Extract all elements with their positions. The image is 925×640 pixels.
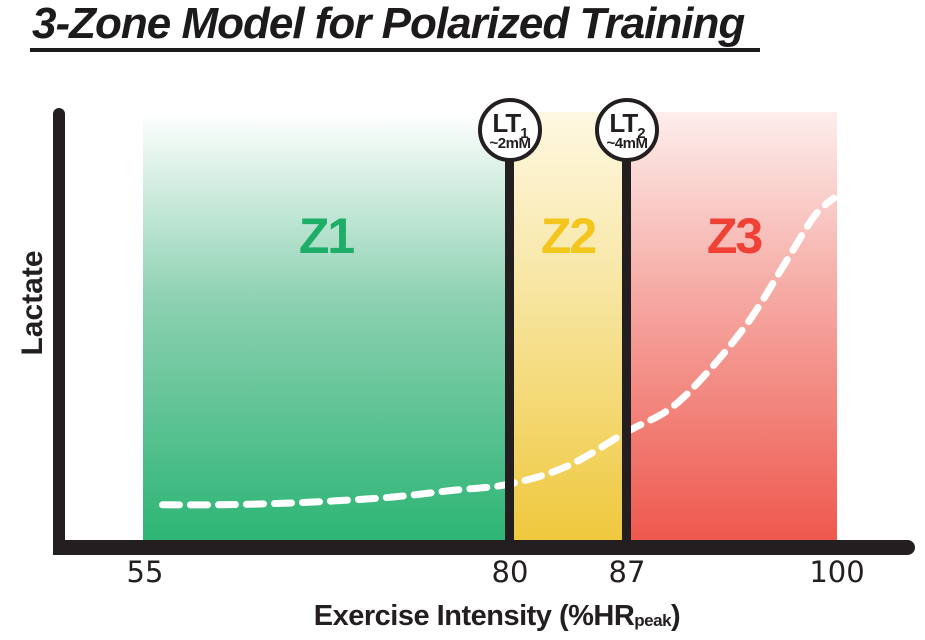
zone-z2-band <box>510 112 627 541</box>
x-axis-label-prefix: Exercise Intensity (%HR <box>313 600 635 632</box>
x-axis-spine <box>53 540 915 555</box>
x-axis-label-suffix: ) <box>671 600 681 632</box>
y-axis-label: Lactate <box>16 250 49 356</box>
lt2-label-subscript: 2 <box>637 124 645 142</box>
lt1-value: ~2mM <box>489 134 531 152</box>
y-axis-spine <box>53 108 65 555</box>
zone-label-z1: Z1 <box>298 208 355 264</box>
lt2-threshold-line <box>622 128 631 548</box>
x-tick-55: 55 <box>126 555 164 589</box>
lt1-label-subscript: 1 <box>520 124 528 142</box>
x-axis-label-subscript: peak <box>634 611 672 630</box>
x-tick-100: 100 <box>809 555 865 589</box>
zone-z3-band <box>627 112 837 541</box>
zone-label-z2: Z2 <box>540 208 597 264</box>
x-tick-80: 80 <box>491 555 529 589</box>
lt2-marker-circle: LT2 ~4mM <box>595 98 659 162</box>
page-title: 3-Zone Model for Polarized Training <box>30 2 761 52</box>
lt2-label: LT2 <box>609 107 645 141</box>
lt1-label-text: LT <box>492 107 521 138</box>
x-axis-label: Exercise Intensity (%HR peak) <box>313 600 681 633</box>
zone-z1-band <box>143 112 510 541</box>
lt1-label: LT1 <box>492 107 528 141</box>
lt2-value: ~4mM <box>606 134 648 152</box>
lt1-threshold-line <box>505 128 514 548</box>
lt1-marker-circle: LT1 ~2mM <box>478 98 542 162</box>
x-tick-87: 87 <box>608 555 646 589</box>
lt2-label-text: LT <box>609 107 638 138</box>
zone-label-z3: Z3 <box>706 208 763 264</box>
